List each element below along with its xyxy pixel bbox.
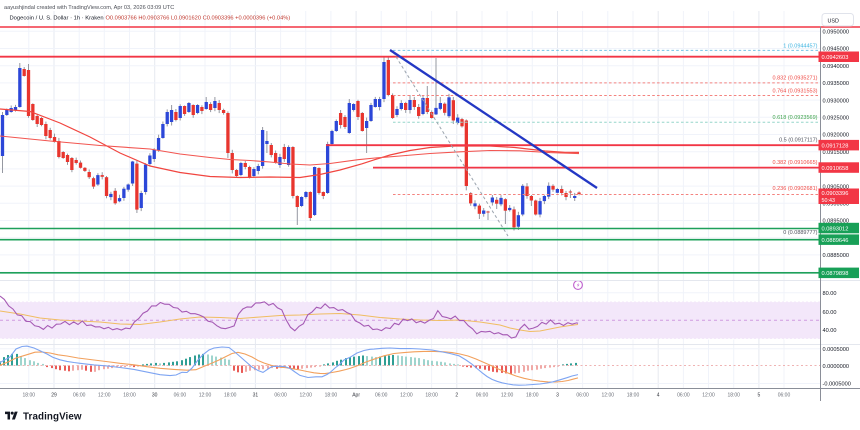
svg-text:0.764 (0.0931553): 0.764 (0.0931553) [773, 89, 818, 95]
svg-text:18:00: 18:00 [23, 393, 36, 399]
svg-text:2: 2 [455, 393, 458, 399]
svg-text:0.0930000: 0.0930000 [823, 98, 849, 104]
svg-text:0.5 (0.0917117): 0.5 (0.0917117) [779, 138, 818, 144]
svg-text:12:00: 12:00 [702, 393, 715, 399]
svg-text:12:00: 12:00 [602, 393, 615, 399]
svg-text:0.0000000: 0.0000000 [823, 364, 849, 370]
svg-text:0.0940000: 0.0940000 [823, 64, 849, 70]
svg-text:0.0905000: 0.0905000 [823, 184, 849, 190]
svg-text:0.0889646: 0.0889646 [822, 238, 849, 244]
svg-text:0.832 (0.0935271): 0.832 (0.0935271) [773, 76, 818, 82]
svg-text:12:00: 12:00 [299, 393, 312, 399]
svg-text:0.0915000: 0.0915000 [823, 150, 849, 156]
svg-text:-0.0005000: -0.0005000 [823, 382, 851, 388]
svg-text:0.0885000: 0.0885000 [823, 253, 849, 259]
svg-text:0.0903396: 0.0903396 [822, 191, 849, 197]
svg-text:3: 3 [556, 393, 559, 399]
svg-text:5: 5 [758, 393, 761, 399]
svg-text:06:00: 06:00 [274, 393, 287, 399]
svg-text:0.0950000: 0.0950000 [823, 30, 849, 36]
svg-text:0.0925000: 0.0925000 [823, 116, 849, 122]
svg-text:06:00: 06:00 [73, 393, 86, 399]
svg-text:06:00: 06:00 [778, 393, 791, 399]
svg-text:0.382 (0.0910665): 0.382 (0.0910665) [773, 160, 818, 166]
svg-text:18:00: 18:00 [123, 393, 136, 399]
svg-text:80.00: 80.00 [823, 291, 837, 297]
svg-text:USD: USD [828, 18, 839, 24]
svg-text:0.0945000: 0.0945000 [823, 47, 849, 53]
svg-text:4: 4 [657, 393, 660, 399]
svg-text:0.0935000: 0.0935000 [823, 81, 849, 87]
svg-text:40.00: 40.00 [823, 328, 837, 334]
svg-text:0.0895000: 0.0895000 [823, 219, 849, 225]
svg-text:0.0005000: 0.0005000 [823, 347, 849, 353]
svg-text:29: 29 [51, 393, 57, 399]
svg-text:Dogecoin / U. S. Dollar · 1h ·: Dogecoin / U. S. Dollar · 1h · Kraken [10, 16, 104, 22]
svg-text:18:00: 18:00 [425, 393, 438, 399]
svg-text:0 (0.0889777): 0 (0.0889777) [783, 230, 817, 236]
svg-text:06:00: 06:00 [476, 393, 489, 399]
svg-text:O0.0903766 H0.0903766 L0.09016: O0.0903766 H0.0903766 L0.0901620 C0.0903… [106, 16, 291, 22]
svg-text:18:00: 18:00 [526, 393, 539, 399]
svg-text:0.0917128: 0.0917128 [822, 144, 849, 150]
svg-text:18:00: 18:00 [727, 393, 740, 399]
svg-text:50:43: 50:43 [822, 198, 836, 204]
svg-text:60.00: 60.00 [823, 310, 837, 316]
svg-text:30: 30 [152, 393, 158, 399]
svg-text:1 (0.0944457): 1 (0.0944457) [783, 44, 817, 50]
svg-text:18:00: 18:00 [627, 393, 640, 399]
svg-text:06:00: 06:00 [375, 393, 388, 399]
svg-text:18:00: 18:00 [325, 393, 338, 399]
svg-text:TradingView: TradingView [23, 412, 82, 423]
svg-text:0.0879898: 0.0879898 [822, 271, 849, 277]
svg-text:06:00: 06:00 [576, 393, 589, 399]
svg-text:12:00: 12:00 [501, 393, 514, 399]
svg-text:0.0942603: 0.0942603 [822, 55, 849, 61]
svg-text:0.0910658: 0.0910658 [822, 166, 849, 172]
svg-text:06:00: 06:00 [677, 393, 690, 399]
svg-text:06:00: 06:00 [174, 393, 187, 399]
svg-text:0.0920000: 0.0920000 [823, 133, 849, 139]
svg-text:12:00: 12:00 [98, 393, 111, 399]
svg-text:0.0900000: 0.0900000 [823, 202, 849, 208]
svg-text:0.236 (0.0902681): 0.236 (0.0902681) [773, 186, 818, 192]
svg-text:18:00: 18:00 [224, 393, 237, 399]
svg-text:aayushjindal created with Trad: aayushjindal created with TradingView.co… [4, 5, 174, 11]
svg-text:0.618 (0.0923569): 0.618 (0.0923569) [773, 115, 818, 121]
svg-text:Apr: Apr [352, 393, 360, 399]
svg-text:31: 31 [253, 393, 259, 399]
svg-text:12:00: 12:00 [400, 393, 413, 399]
svg-text:0.0893012: 0.0893012 [822, 226, 849, 232]
svg-text:12:00: 12:00 [199, 393, 212, 399]
